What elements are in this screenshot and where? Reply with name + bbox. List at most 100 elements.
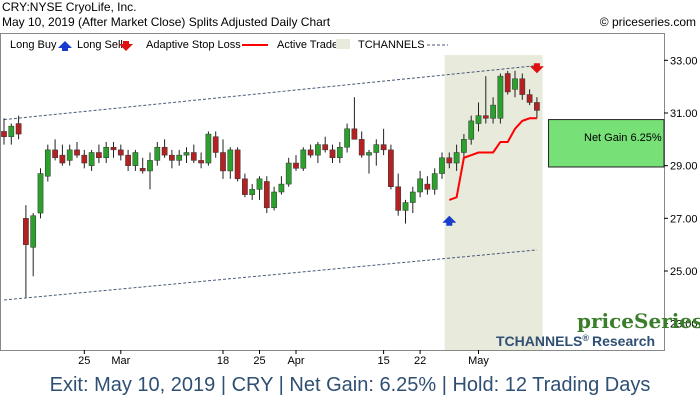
- candle-body: [504, 73, 511, 93]
- candle-body: [417, 178, 423, 193]
- candle-body: [468, 120, 475, 140]
- candle-body: [315, 144, 321, 156]
- net-gain-box: [548, 119, 665, 168]
- brand-priceseries: priceSeries: [577, 309, 700, 333]
- candle-body: [373, 144, 380, 153]
- candle-body: [30, 215, 37, 248]
- brand-research: Research: [592, 333, 655, 349]
- candle-body: [388, 149, 394, 187]
- candle-body: [44, 149, 51, 177]
- brand-tchannels: TCHANNELS® Research: [496, 333, 655, 349]
- candle-body: [424, 183, 431, 190]
- footer-summary: Exit: May 10, 2019 | CRY | Net Gain: 6.2…: [49, 374, 651, 396]
- candles: [1, 70, 540, 298]
- candle-body: [242, 178, 248, 195]
- candle-body: [198, 160, 204, 164]
- x-tick-label: 15: [377, 355, 389, 367]
- candle-body: [300, 149, 307, 169]
- candle-body: [37, 173, 44, 214]
- candle-body: [220, 152, 226, 172]
- copyright[interactable]: © priceseries.com: [599, 15, 696, 29]
- candle-body: [205, 133, 212, 164]
- x-tick-label: Mar: [111, 355, 130, 367]
- candle-body: [169, 154, 175, 161]
- legend-tchannels: TCHANNELS: [358, 39, 425, 51]
- candle-body: [8, 125, 15, 137]
- y-tick-label: 27.00: [670, 213, 698, 225]
- candle-body: [329, 149, 336, 159]
- legend-long-buy: Long Buy: [10, 39, 57, 51]
- x-tick-label: May: [468, 355, 489, 367]
- adaptive-stop-line: [448, 117, 537, 201]
- candle-body: [176, 154, 183, 161]
- candle-body: [15, 123, 22, 135]
- candle-body: [497, 75, 504, 119]
- candle-body: [117, 149, 124, 156]
- candle-body: [402, 202, 409, 211]
- candle-body: [23, 218, 29, 245]
- x-tick-label: 25: [78, 355, 90, 367]
- candle-body: [293, 162, 299, 169]
- long-sell-icon: [119, 41, 133, 51]
- net-gain-label: Net Gain 6.25%: [584, 132, 662, 144]
- x-axis: 25 Mar 18 25 Apr 15 22 May: [78, 350, 489, 367]
- candle-body: [110, 146, 117, 151]
- candle-body: [380, 144, 387, 151]
- candle-body: [81, 154, 88, 164]
- legend-adaptive-stop: Adaptive Stop Loss: [146, 39, 241, 51]
- candle-body: [88, 152, 95, 166]
- candle-body: [490, 104, 496, 119]
- x-tick-label: Apr: [287, 355, 304, 367]
- x-tick-label: 18: [217, 355, 229, 367]
- candle-body: [52, 149, 58, 159]
- candle-body: [307, 149, 314, 156]
- candle-body: [256, 178, 263, 190]
- y-axis: 23.00 25.00 27.00 29.00 31.00 33.00: [664, 55, 698, 331]
- candle-body: [154, 146, 161, 161]
- candle-body: [344, 128, 350, 148]
- legend-long-sell: Long Sell: [77, 39, 123, 51]
- long-buy-icon: [58, 41, 72, 51]
- candle-body: [439, 157, 445, 174]
- candle-body: [190, 152, 197, 161]
- candle-body: [395, 186, 402, 211]
- candle-body: [212, 136, 219, 153]
- candle-body: [96, 152, 102, 159]
- candle-body: [66, 149, 73, 161]
- y-tick-label: 25.00: [670, 266, 698, 278]
- active-trade-swatch: [336, 39, 350, 49]
- brand-reg-mark: ®: [582, 333, 589, 343]
- candle-body: [358, 139, 365, 156]
- candle-body: [1, 131, 7, 137]
- brand-tchannels-word: TCHANNELS: [496, 333, 582, 349]
- candle-body: [519, 78, 526, 95]
- candle-body: [285, 162, 292, 185]
- candle-body: [409, 191, 416, 203]
- candle-body: [271, 191, 277, 209]
- legend: Long Buy Long Sell Adaptive Stop Loss Ac…: [10, 39, 448, 51]
- candle-body: [74, 149, 80, 156]
- net-gain-fill: [548, 119, 665, 168]
- candle-body: [132, 152, 139, 166]
- candle-body: [336, 146, 343, 159]
- buy-arrow-icon: [442, 215, 457, 226]
- candle-body: [183, 152, 190, 156]
- channel-lower-line: [3, 249, 537, 301]
- candle-body: [534, 102, 540, 111]
- candle-body: [512, 78, 518, 90]
- candle-body: [234, 149, 241, 180]
- candle-body: [461, 139, 467, 153]
- candle-body: [59, 154, 66, 164]
- sell-arrow-icon: [529, 63, 544, 74]
- candle-body: [263, 181, 270, 209]
- candle-body: [103, 146, 110, 159]
- candle-body: [139, 168, 146, 172]
- x-tick-label: 25: [253, 355, 265, 367]
- legend-active-trade: Active Trade: [277, 39, 338, 51]
- candle-body: [453, 152, 460, 164]
- chart-title: CRY:NYSE CryoLife, Inc.: [2, 0, 137, 14]
- candle-body: [147, 160, 153, 172]
- stop-loss-polyline: [448, 117, 537, 201]
- chart-subtitle: May 10, 2019 (After Market Close) Splits…: [2, 15, 331, 29]
